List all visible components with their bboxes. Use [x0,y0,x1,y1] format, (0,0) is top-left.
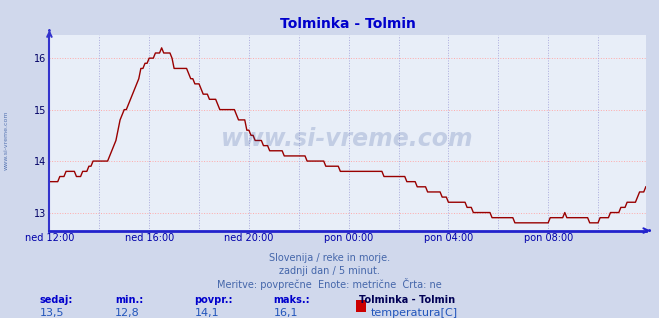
Title: Tolminka - Tolmin: Tolminka - Tolmin [279,17,416,31]
Text: 13,5: 13,5 [40,308,64,318]
Text: temperatura[C]: temperatura[C] [370,308,457,318]
Text: min.:: min.: [115,295,144,305]
Text: Slovenija / reke in morje.: Slovenija / reke in morje. [269,253,390,263]
Text: maks.:: maks.: [273,295,310,305]
Text: www.si-vreme.com: www.si-vreme.com [4,110,9,170]
Text: www.si-vreme.com: www.si-vreme.com [221,127,474,151]
Text: Tolminka - Tolmin: Tolminka - Tolmin [359,295,455,305]
Text: 16,1: 16,1 [273,308,298,318]
Text: zadnji dan / 5 minut.: zadnji dan / 5 minut. [279,266,380,275]
Text: 14,1: 14,1 [194,308,219,318]
Text: 12,8: 12,8 [115,308,140,318]
Text: Meritve: povprečne  Enote: metrične  Črta: ne: Meritve: povprečne Enote: metrične Črta:… [217,278,442,290]
Text: sedaj:: sedaj: [40,295,73,305]
Text: povpr.:: povpr.: [194,295,233,305]
